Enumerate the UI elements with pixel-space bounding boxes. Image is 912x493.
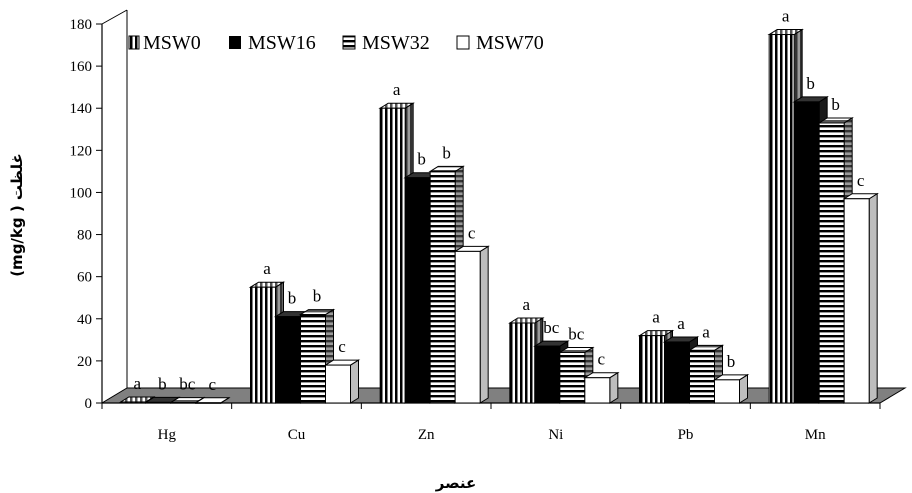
bar-front bbox=[250, 286, 276, 404]
significance-label: b bbox=[727, 352, 736, 371]
y-tick-label: 60 bbox=[77, 270, 92, 286]
y-tick-label: 160 bbox=[70, 59, 93, 75]
bar-front bbox=[300, 314, 326, 404]
significance-label: b bbox=[442, 143, 451, 162]
bar-front bbox=[429, 170, 456, 404]
bar-front bbox=[275, 316, 301, 404]
bar-front bbox=[145, 401, 172, 404]
bar bbox=[842, 192, 879, 404]
significance-label: a bbox=[702, 322, 710, 341]
bar-front bbox=[793, 101, 820, 404]
bar-front bbox=[559, 351, 586, 404]
y-tick-label: 100 bbox=[70, 185, 93, 201]
bar-front bbox=[714, 379, 740, 404]
bar-front bbox=[379, 107, 406, 404]
significance-label: bc bbox=[543, 318, 560, 337]
x-ticks: Hg Cu Zn Ni Pb Mn bbox=[101, 403, 881, 443]
significance-label: b bbox=[831, 95, 840, 114]
legend-swatch-msw70 bbox=[456, 35, 470, 50]
bar-side bbox=[479, 245, 489, 404]
significance-label: c bbox=[468, 223, 476, 242]
legend-swatch-msw32 bbox=[342, 35, 356, 50]
bar-front bbox=[509, 322, 536, 404]
x-tick-label: Zn bbox=[418, 427, 435, 443]
significance-label: b bbox=[158, 374, 167, 393]
y-tick-label: 140 bbox=[70, 101, 93, 117]
bar-front bbox=[818, 122, 845, 404]
bar bbox=[323, 359, 361, 404]
y-tick-label: 40 bbox=[77, 312, 92, 328]
bar-front bbox=[639, 335, 665, 404]
legend-swatch-msw16 bbox=[229, 36, 241, 49]
bar-front bbox=[195, 402, 222, 404]
x-tick-label: Cu bbox=[288, 427, 306, 443]
bar-side bbox=[868, 192, 878, 404]
legend-label-msw0: MSW0 bbox=[143, 32, 201, 54]
y-tick-label: 20 bbox=[77, 354, 92, 370]
significance-label: a bbox=[263, 259, 271, 278]
bar-front bbox=[843, 198, 870, 404]
bar-front bbox=[120, 401, 147, 404]
bar-front bbox=[584, 377, 611, 404]
y-tick-label: 120 bbox=[70, 143, 93, 159]
significance-label: b bbox=[313, 287, 322, 306]
bar-front bbox=[325, 364, 351, 404]
bar-front bbox=[404, 177, 431, 404]
bar bbox=[712, 373, 750, 404]
significance-label: a bbox=[677, 314, 685, 333]
significance-label: c bbox=[209, 375, 217, 394]
bar-front bbox=[170, 402, 197, 404]
bar-front bbox=[454, 250, 481, 404]
significance-label: c bbox=[338, 337, 346, 356]
bar-front bbox=[768, 34, 795, 404]
y-tick-label: 80 bbox=[77, 228, 92, 244]
significance-label: bc bbox=[179, 375, 196, 394]
bar-front bbox=[534, 345, 561, 404]
y-tick-label: 180 bbox=[70, 17, 93, 33]
significance-label: a bbox=[134, 374, 142, 393]
significance-label: b bbox=[288, 289, 297, 308]
significance-label: a bbox=[523, 295, 531, 314]
legend-label-msw70: MSW70 bbox=[476, 32, 544, 54]
x-tick-label: Hg bbox=[158, 427, 177, 443]
significance-label: bc bbox=[568, 324, 585, 343]
bar bbox=[194, 396, 231, 404]
significance-label: b bbox=[417, 150, 426, 169]
bar-side bbox=[350, 359, 359, 404]
bar-front bbox=[689, 349, 715, 404]
significance-label: b bbox=[806, 74, 815, 93]
y-ticks: 0 20 40 60 80 100 120 140 160 180 bbox=[70, 17, 102, 412]
x-tick-label: Ni bbox=[548, 427, 563, 443]
x-tick-label: Pb bbox=[678, 427, 694, 443]
significance-label: a bbox=[652, 308, 660, 327]
bar bbox=[687, 344, 725, 404]
legend: MSW0 MSW16 MSW32 MSW70 bbox=[128, 32, 544, 54]
significance-label: a bbox=[393, 80, 401, 99]
significance-label: c bbox=[857, 171, 865, 190]
x-axis-title: عنصر bbox=[435, 474, 476, 492]
bar bbox=[453, 245, 490, 404]
legend-swatch-msw0 bbox=[128, 35, 140, 50]
y-axis-title: (mg/kg ) غلظت bbox=[8, 153, 26, 277]
y-tick-label: 0 bbox=[85, 396, 93, 412]
axis-depth-top bbox=[101, 9, 128, 25]
bar-front bbox=[664, 341, 690, 404]
bar bbox=[583, 371, 620, 404]
bars bbox=[119, 28, 879, 404]
legend-label-msw32: MSW32 bbox=[362, 32, 430, 54]
significance-label: a bbox=[782, 7, 790, 26]
legend-label-msw16: MSW16 bbox=[248, 32, 316, 54]
significance-label: c bbox=[598, 350, 606, 369]
x-tick-label: Mn bbox=[805, 427, 826, 443]
